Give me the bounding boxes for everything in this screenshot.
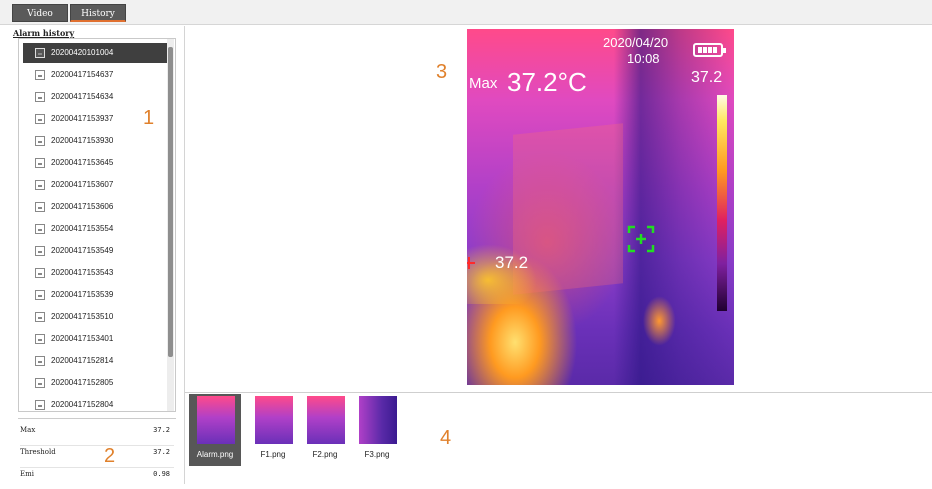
file-icon [35, 290, 45, 300]
list-item[interactable]: 20200417153554 [23, 219, 167, 239]
marker-1: 1 [143, 107, 155, 129]
stat-row-max: Max 37.2 [20, 423, 174, 446]
file-icon [35, 334, 45, 344]
list-item[interactable]: 20200420101004 [23, 43, 167, 63]
thumbnail-alarm[interactable]: Alarm.png [189, 394, 241, 466]
list-item[interactable]: 20200417153937 [23, 109, 167, 129]
hot-spot [467, 244, 537, 304]
list-scrollbar[interactable] [167, 39, 174, 411]
list-item[interactable]: 20200417153549 [23, 241, 167, 261]
thumbnail-image [197, 396, 235, 444]
list-item[interactable]: 20200417153543 [23, 263, 167, 283]
alarm-history-list[interactable]: 20200420101004 20200417154637 2020041715… [18, 38, 176, 412]
alarm-history-title: Alarm history [13, 28, 75, 38]
file-icon [35, 378, 45, 388]
stat-row-threshold: Threshold 37.2 [20, 445, 174, 468]
battery-full-icon [693, 43, 726, 57]
list-item[interactable]: 20200417154634 [23, 87, 167, 107]
file-icon [35, 246, 45, 256]
list-item[interactable]: 20200417153930 [23, 131, 167, 151]
file-icon [35, 48, 45, 58]
thumbnail-f1[interactable]: F1.png [247, 394, 299, 466]
list-item[interactable]: 20200417154637 [23, 65, 167, 85]
scrollbar-thumb[interactable] [168, 47, 173, 357]
list-item[interactable]: 20200417152814 [23, 351, 167, 371]
scale-top-value: 37.2 [691, 69, 723, 86]
list-item[interactable]: 20200417153606 [23, 197, 167, 217]
max-temperature: 37.2°C [507, 67, 587, 97]
file-icon [35, 202, 45, 212]
spot-temperature: 37.2 [495, 253, 529, 272]
max-label: Max [469, 75, 498, 92]
thumbnail-f3[interactable]: F3.png [351, 394, 403, 466]
thumbnail-image [359, 396, 397, 444]
file-icon [35, 312, 45, 322]
crosshair-icon [627, 225, 655, 253]
thumbnail-f2[interactable]: F2.png [299, 394, 351, 466]
image-viewer [185, 26, 932, 393]
file-icon [35, 114, 45, 124]
tab-bar: Video History [0, 0, 932, 25]
list-item[interactable]: 20200417153539 [23, 285, 167, 305]
thermal-image[interactable]: 2020/04/20 10:08 Max 37.2°C 37.2 37.2 [467, 29, 734, 385]
overlay-time: 10:08 [627, 51, 660, 66]
list-item[interactable]: 20200417153510 [23, 307, 167, 327]
file-icon [35, 92, 45, 102]
thumbnail-strip: Alarm.png F1.png F2.png F3.png [185, 392, 932, 484]
file-icon [35, 356, 45, 366]
file-icon [35, 180, 45, 190]
marker-4: 4 [440, 427, 452, 449]
file-icon [35, 158, 45, 168]
list-item[interactable]: 20200417153401 [23, 329, 167, 349]
list-item[interactable]: 20200417153645 [23, 153, 167, 173]
alarm-stats: Max 37.2 Threshold 37.2 Emi 0.98 [18, 418, 176, 485]
spot-marker-icon [467, 255, 477, 271]
sidebar: Alarm history 20200420101004 20200417154… [8, 26, 185, 484]
tab-history[interactable]: History [70, 4, 126, 22]
file-icon [35, 70, 45, 80]
list-item[interactable]: 20200417153607 [23, 175, 167, 195]
marker-2: 2 [104, 445, 116, 467]
thumbnail-image [255, 396, 293, 444]
thumbnail-image [307, 396, 345, 444]
marker-3: 3 [436, 61, 448, 83]
overlay-date: 2020/04/20 [603, 35, 669, 50]
file-icon [35, 136, 45, 146]
color-scale-bar [717, 95, 727, 311]
list-item[interactable]: 20200417152804 [23, 395, 167, 411]
file-icon [35, 400, 45, 410]
file-icon [35, 224, 45, 234]
tab-video[interactable]: Video [12, 4, 68, 22]
list-item[interactable]: 20200417152805 [23, 373, 167, 393]
file-icon [35, 268, 45, 278]
stat-row-emi: Emi 0.98 [20, 470, 170, 478]
